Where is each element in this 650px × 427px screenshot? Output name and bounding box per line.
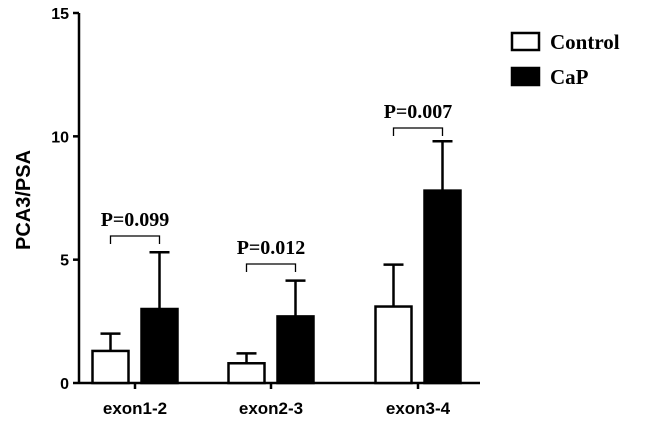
y-tick-label: 5 xyxy=(60,253,69,270)
significance-bracket xyxy=(109,235,161,244)
y-axis-label: PCA3/PSA xyxy=(13,150,35,250)
bar-cap-exon1-2 xyxy=(140,307,179,385)
legend-swatch-cap xyxy=(510,66,541,87)
bars xyxy=(91,140,462,385)
y-tick-label: 0 xyxy=(60,376,69,393)
annotations: P=0.099 P=0.012 P=0.007 xyxy=(101,101,453,272)
legend-label-control: Control xyxy=(550,30,620,54)
y-tick-label: 10 xyxy=(51,129,69,146)
legend: Control CaP xyxy=(510,30,620,89)
x-tick-label: exon1-2 xyxy=(103,399,167,418)
significance-bracket xyxy=(392,127,444,136)
bar-control-exon2-3 xyxy=(227,362,266,385)
x-tick-label: exon2-3 xyxy=(239,399,303,418)
p-value-label: P=0.007 xyxy=(384,101,453,123)
p-value-label: P=0.099 xyxy=(101,209,170,231)
legend-swatch-control xyxy=(510,31,541,52)
legend-label-cap: CaP xyxy=(550,65,589,89)
bar-control-exon1-2 xyxy=(91,349,130,385)
p-value-label: P=0.012 xyxy=(237,237,306,259)
bar-cap-exon2-3 xyxy=(276,315,315,385)
significance-bracket xyxy=(245,263,297,272)
y-tick-label: 15 xyxy=(51,6,69,23)
x-tick-label: exon3-4 xyxy=(386,399,451,418)
bar-control-exon3-4 xyxy=(374,305,413,385)
bar-cap-exon3-4 xyxy=(423,189,462,385)
